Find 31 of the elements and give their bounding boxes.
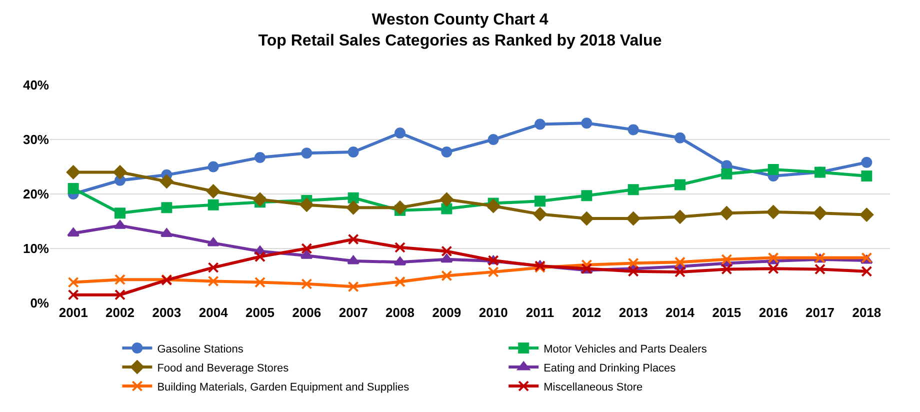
x-tick-label: 2006 <box>292 305 322 320</box>
x-tick-label: 2015 <box>712 305 742 320</box>
x-tick-label: 2003 <box>152 305 182 320</box>
x-tick-label: 2001 <box>58 305 88 320</box>
x-tick-label: 2013 <box>618 305 648 320</box>
x-tick-label: 2011 <box>526 305 554 320</box>
x-tick-label: 2010 <box>478 305 508 320</box>
legend-label: Motor Vehicles and Parts Dealers <box>544 343 708 356</box>
x-tick-label: 2017 <box>806 305 834 320</box>
x-tick-label: 2009 <box>432 305 462 320</box>
chart-subtitle: Top Retail Sales Categories as Ranked by 2018 Value <box>258 32 662 50</box>
legend-label: Building Materials, Garden Equipment and Supplies <box>157 381 410 394</box>
y-tick-label: 30% <box>22 132 50 148</box>
x-tick-label: 2007 <box>338 305 368 320</box>
legend-label: Food and Beverage Stores <box>157 362 290 374</box>
y-tick-label: 40% <box>22 78 50 93</box>
y-tick-label: 10% <box>22 241 50 256</box>
x-tick-label: 2008 <box>386 305 414 320</box>
x-tick-label: 2012 <box>572 305 602 320</box>
legend-label: Eating and Drinking Places <box>544 362 676 374</box>
y-tick-label: 0% <box>30 296 50 311</box>
x-tick-label: 2018 <box>852 305 882 320</box>
x-tick-label: 2005 <box>246 305 274 320</box>
y-tick-label: 20% <box>22 186 50 202</box>
x-tick-label: 2014 <box>666 305 696 320</box>
legend-label: Miscellaneous Store <box>544 381 643 394</box>
chart-title: Weston County Chart 4 <box>372 12 548 29</box>
x-tick-label: 2002 <box>106 305 134 320</box>
x-tick-label: 2016 <box>758 305 788 320</box>
legend-label: Gasoline Stations <box>157 343 244 356</box>
x-tick-label: 2004 <box>198 305 229 320</box>
